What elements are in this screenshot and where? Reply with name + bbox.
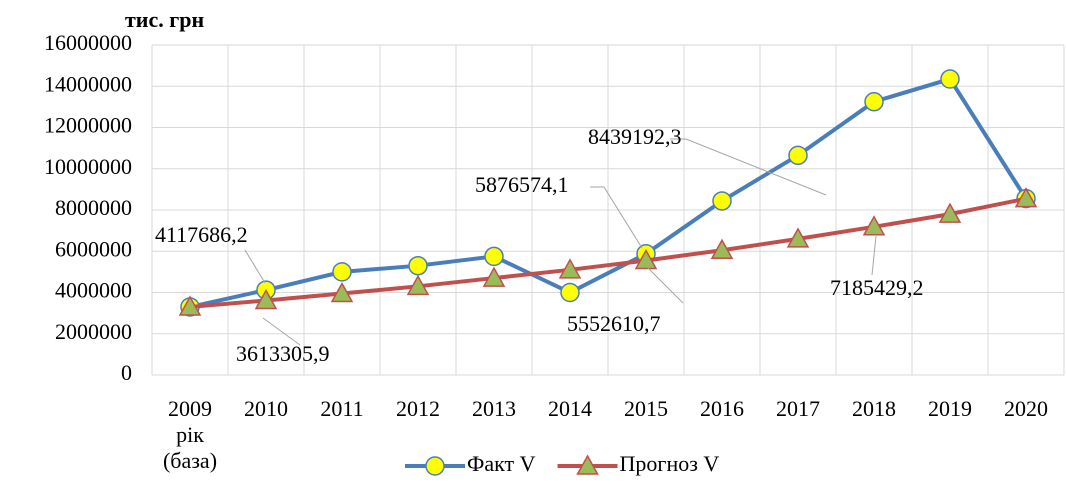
marker [484, 246, 504, 267]
marker [332, 262, 352, 282]
marker [406, 274, 430, 296]
y-tick-label: 16000000 [44, 30, 132, 55]
y-tick-label: 0 [121, 360, 132, 385]
legend-label: Прогноз V [620, 451, 720, 476]
x-tick-label: 2019 [928, 396, 972, 421]
legend-label: Факт V [467, 451, 536, 476]
x-tick-label: 2014 [548, 396, 592, 421]
y-axis-label: тис. грн [125, 7, 204, 32]
marker [712, 191, 732, 211]
data-label: 4117686,2 [155, 222, 248, 247]
y-tick-label: 8000000 [55, 195, 132, 220]
y-tick-label: 14000000 [44, 71, 132, 96]
x-tick-label: 2020 [1004, 396, 1048, 421]
data-label: 5552610,7 [567, 311, 661, 336]
marker [330, 281, 354, 303]
series-line [189, 196, 1027, 309]
marker [634, 248, 658, 270]
marker [178, 295, 202, 316]
x-tick-label: 2013 [472, 396, 516, 421]
y-tick-label: 12000000 [44, 113, 132, 138]
marker [864, 91, 884, 112]
marker [1014, 187, 1038, 208]
x-tick-label: 2010 [244, 396, 288, 421]
y-tick-label: 2000000 [55, 319, 132, 344]
leader-line [244, 249, 266, 284]
marker [940, 69, 960, 89]
y-tick-label: 4000000 [55, 278, 132, 303]
legend-marker [576, 454, 599, 475]
x-tick-label: 2017 [776, 396, 820, 421]
leader-line [647, 267, 684, 304]
marker [558, 258, 582, 279]
marker [938, 202, 962, 223]
x-tick-label: 2015 [624, 396, 668, 421]
marker [786, 227, 810, 248]
y-tick-label: 10000000 [44, 154, 132, 179]
x-tick-label: 2012 [396, 396, 440, 421]
leader-line [670, 138, 827, 196]
marker [560, 282, 580, 303]
legend-marker [425, 456, 445, 476]
x-tick-label: 2018 [852, 396, 896, 421]
marker [254, 288, 278, 310]
data-label: 8439192,3 [588, 124, 682, 149]
x-tick-label: 2009 рік (база) [162, 396, 218, 473]
marker [788, 145, 808, 166]
marker [482, 266, 506, 287]
data-label: 7185429,2 [830, 275, 924, 300]
leader-line [590, 186, 643, 249]
data-label: 3613305,9 [236, 341, 330, 366]
x-tick-label: 2011 [320, 396, 364, 421]
marker [862, 215, 886, 236]
x-tick-label: 2016 [700, 396, 744, 421]
data-label: 5876574,1 [475, 172, 569, 197]
y-tick-label: 6000000 [55, 236, 132, 261]
leader-line [871, 235, 877, 276]
marker [710, 238, 734, 259]
leader-line [262, 317, 301, 346]
series-line [189, 76, 1028, 309]
marker [408, 255, 428, 276]
